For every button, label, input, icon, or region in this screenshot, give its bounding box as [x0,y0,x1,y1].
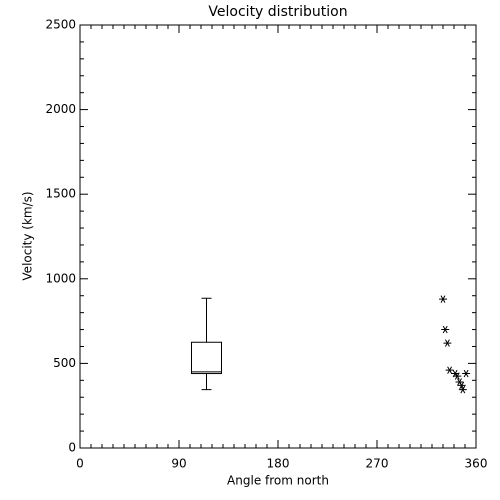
y-tick-label: 1000 [45,271,76,285]
scatter-point [439,295,447,303]
y-tick-label: 0 [68,441,76,455]
x-tick-label: 90 [171,457,186,471]
x-tick-label: 270 [366,457,389,471]
y-tick-label: 500 [53,356,76,370]
y-tick-label: 2000 [45,102,76,116]
x-axis-label: Angle from north [227,474,329,488]
scatter-point [441,325,450,334]
scatter-point [453,372,462,380]
y-tick-label: 1500 [45,187,76,201]
scatter-point [443,339,452,347]
y-tick-label: 2500 [45,18,76,32]
x-tick-label: 180 [267,457,290,471]
scatter-point [457,381,466,390]
scatter-point [445,366,454,374]
scatter-point [462,369,471,378]
y-axis-label: Velocity (km/s) [21,191,35,280]
box [191,341,222,375]
x-tick-label: 360 [465,457,488,471]
x-tick-label: 0 [76,457,84,471]
scatter-point [458,385,467,394]
plot-frame [79,24,477,449]
chart-title: Velocity distribution [208,4,347,20]
